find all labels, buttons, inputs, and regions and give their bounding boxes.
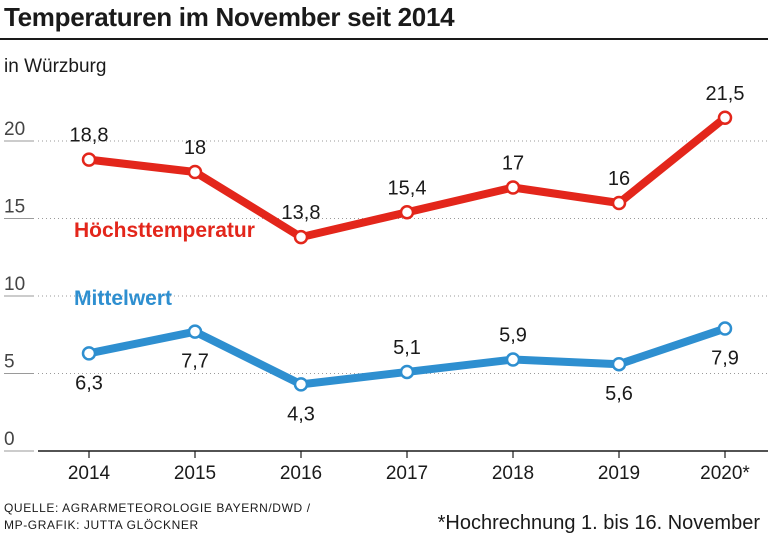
chart-subtitle: in Würzburg — [4, 56, 107, 77]
mean-series-point — [293, 377, 309, 392]
data-label: 15,4 — [388, 177, 427, 199]
high-series-point — [81, 152, 97, 167]
data-label: 5,1 — [393, 337, 421, 359]
high-series-point — [611, 195, 627, 211]
y-tick-label: 10 — [4, 274, 25, 295]
high-series-point — [717, 110, 733, 125]
high-series-point — [399, 205, 415, 220]
data-label: 18 — [184, 137, 206, 159]
data-label: 17 — [502, 153, 524, 175]
x-tick-label: 2015 — [174, 463, 216, 484]
chart-title: Temperaturen im November seit 2014 — [4, 2, 455, 32]
x-tick-label: 2020* — [700, 463, 750, 484]
mean-series-point — [611, 356, 627, 372]
high-series-point — [293, 229, 309, 245]
title-divider — [0, 38, 768, 40]
data-label: 4,3 — [287, 403, 315, 425]
x-tick-label: 2016 — [280, 463, 322, 484]
x-tick-label: 2014 — [68, 463, 111, 484]
mean-series-point — [399, 364, 415, 380]
x-tick-label: 2017 — [386, 463, 428, 484]
data-label: 6,3 — [75, 372, 103, 394]
y-tick-label: 0 — [4, 429, 15, 450]
mean-series-point — [187, 324, 203, 339]
source-line-2: MP-GRAFIK: JUTTA GLÖCKNER — [4, 518, 199, 532]
high-series-point — [187, 164, 203, 180]
source-line-1: QUELLE: AGRARMETEOROLOGIE BAYERN/DWD / — [4, 501, 311, 515]
series-label-high: Höchsttemperatur — [74, 219, 255, 242]
data-label: 18,8 — [70, 125, 109, 147]
footnote: *Hochrechnung 1. bis 16. November — [437, 512, 760, 534]
x-tick-label: 2018 — [492, 463, 534, 484]
y-tick-label: 20 — [4, 119, 25, 140]
mean-series-point — [81, 346, 97, 361]
data-label: 16 — [608, 168, 630, 190]
data-label: 5,6 — [605, 383, 633, 405]
x-tick-label: 2019 — [598, 463, 640, 484]
data-label: 7,7 — [181, 351, 209, 373]
mean-series-point — [717, 321, 733, 336]
high-series-point — [505, 180, 521, 195]
data-label: 21,5 — [706, 83, 745, 105]
data-label: 5,9 — [499, 325, 527, 347]
data-label: 13,8 — [282, 202, 321, 224]
mean-series-point — [505, 352, 521, 367]
y-tick-label: 15 — [4, 197, 25, 218]
source-credit: QUELLE: AGRARMETEOROLOGIE BAYERN/DWD / M… — [4, 500, 311, 534]
series-label-mean: Mittelwert — [74, 287, 172, 310]
y-tick-label: 5 — [4, 352, 15, 373]
data-label: 7,9 — [711, 348, 739, 370]
